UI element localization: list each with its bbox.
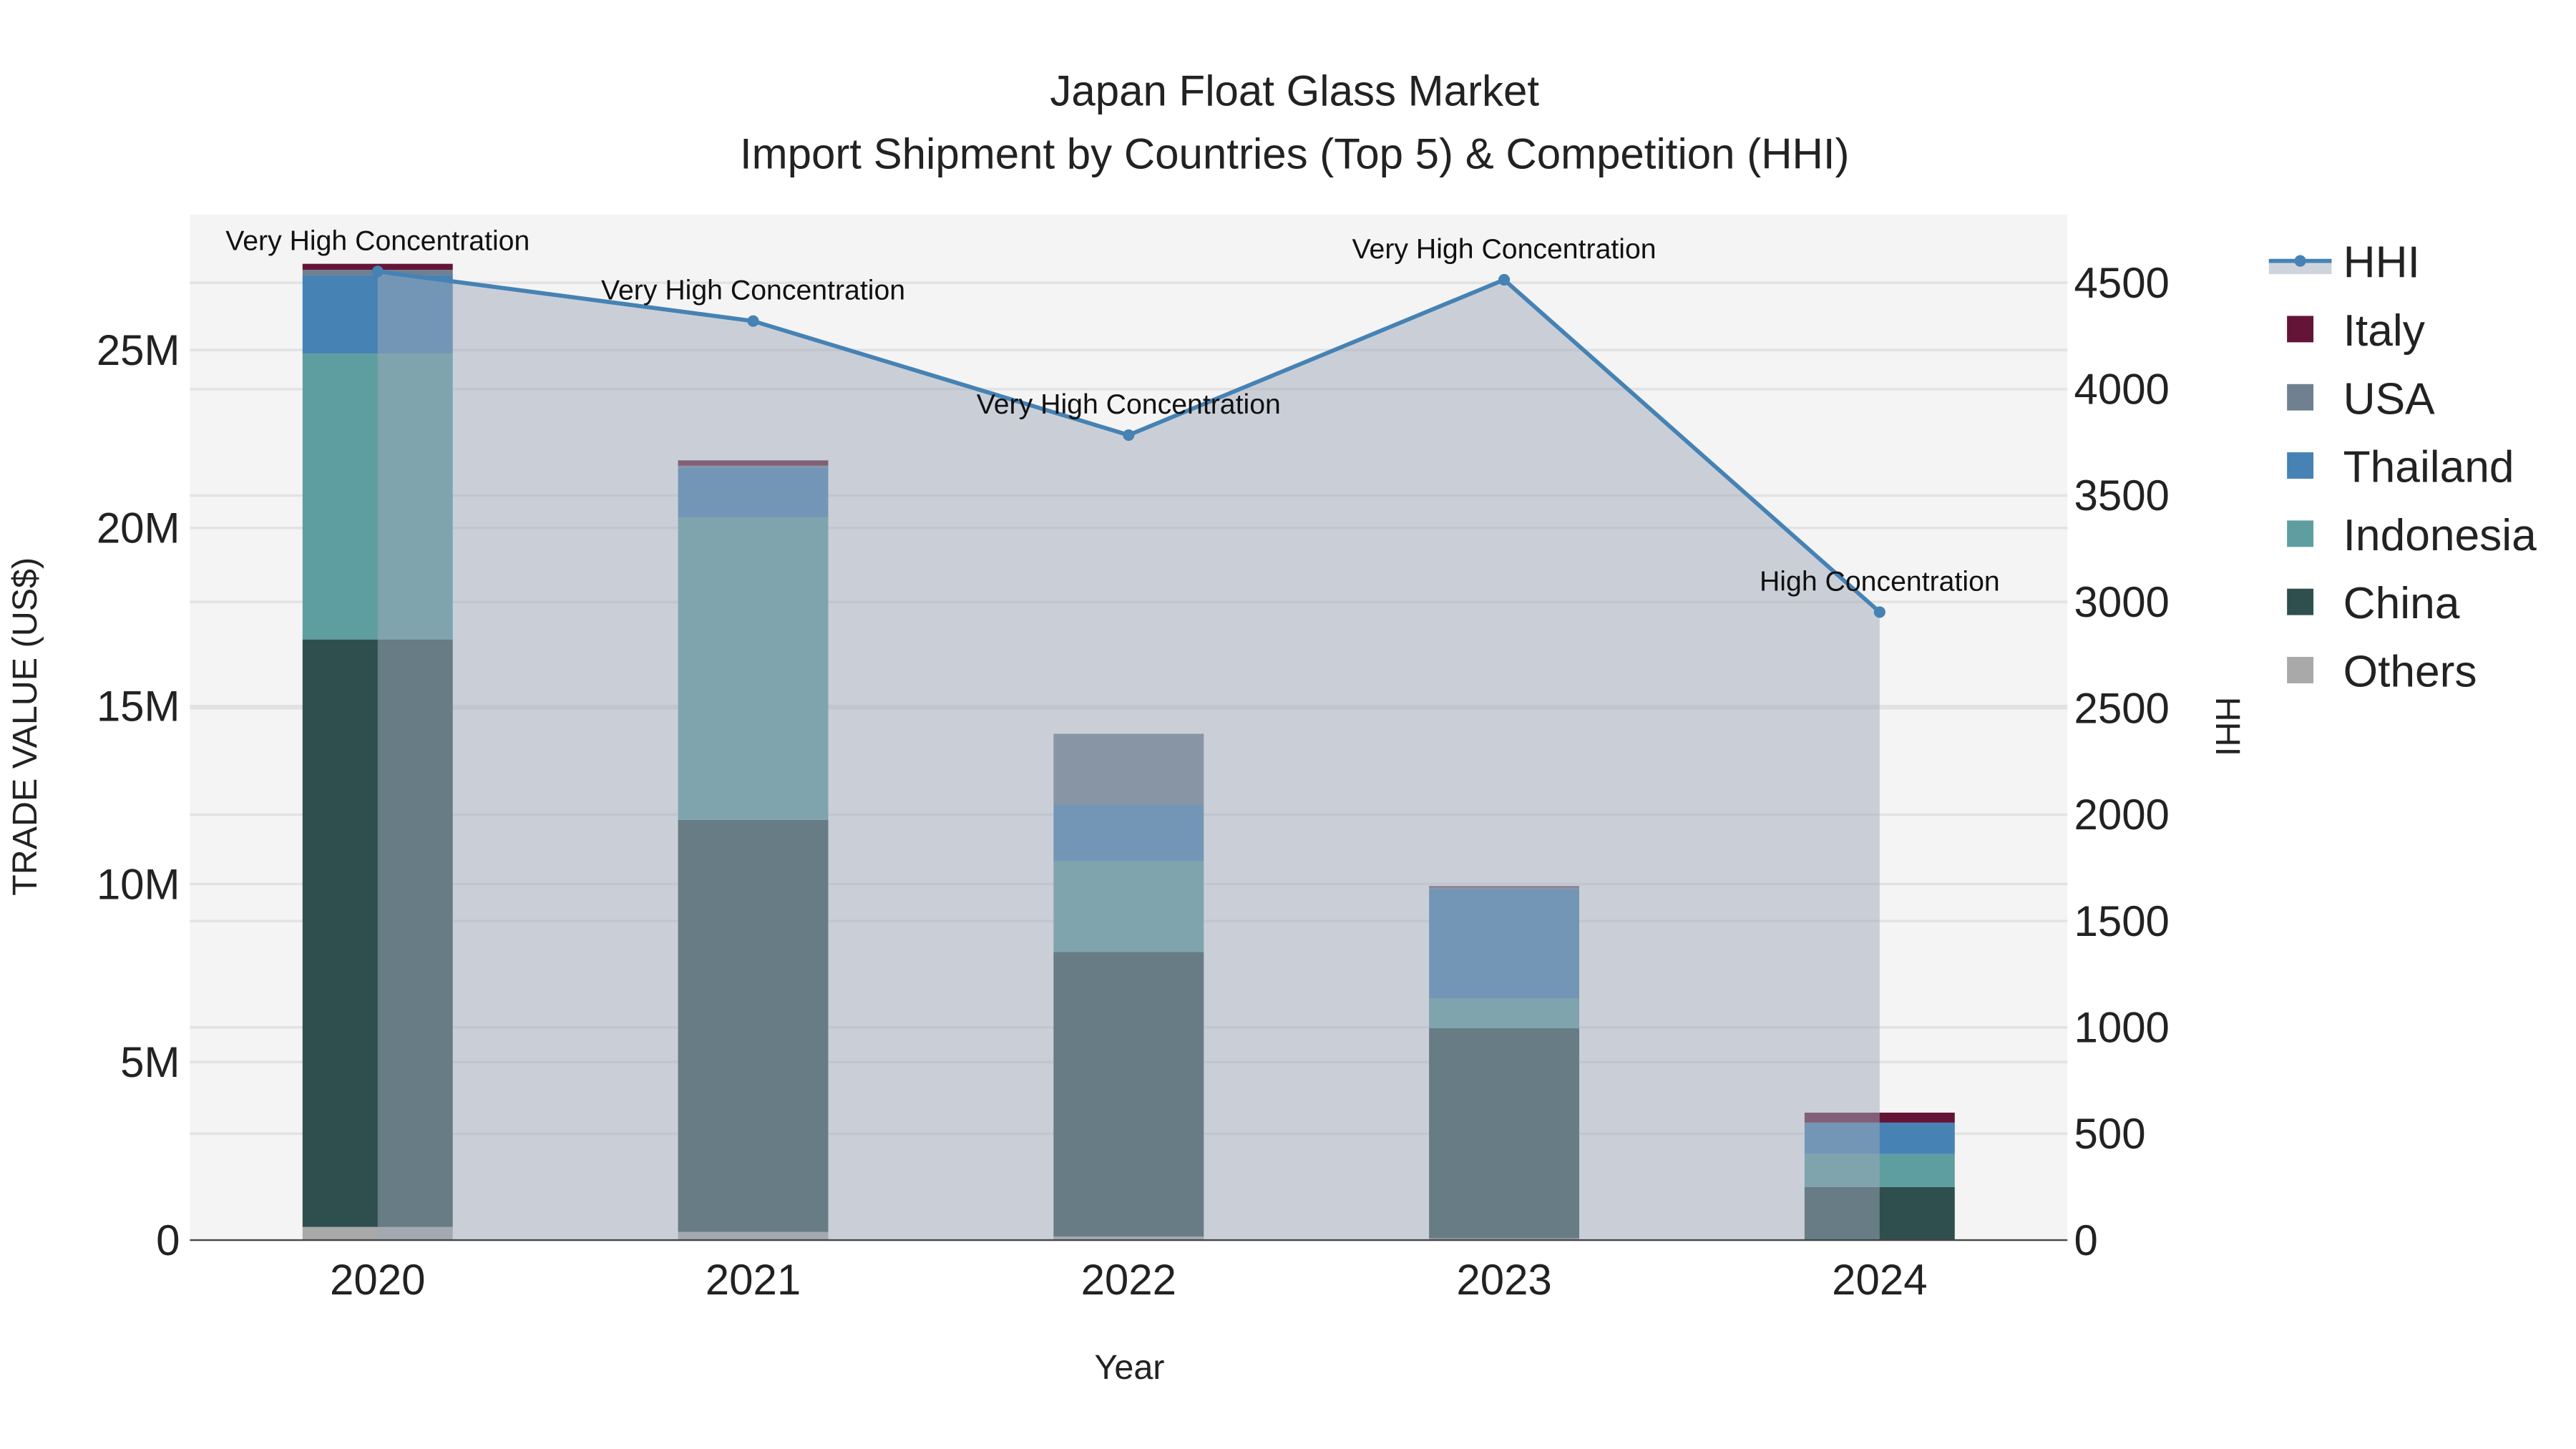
legend-item-thailand[interactable]: Thailand [2287, 443, 2514, 492]
hhi-point [1123, 429, 1135, 441]
legend-swatch-marker [2294, 255, 2306, 267]
y2-tick-label: 0 [2074, 1216, 2097, 1264]
y2-tick-label: 1000 [2074, 1004, 2169, 1052]
legend-label: Italy [2343, 306, 2426, 356]
y2-tick-label: 500 [2074, 1110, 2145, 1158]
legend-item-china[interactable]: China [2287, 579, 2460, 628]
y-tick-label: 15M [97, 682, 180, 730]
y-tick-label: 25M [97, 326, 180, 374]
y2-tick-label: 3500 [2074, 472, 2169, 519]
legend-label: Others [2343, 648, 2477, 697]
y2-tick-label: 1500 [2074, 897, 2169, 945]
x-tick-label: 2022 [1081, 1256, 1176, 1304]
legend-swatch [2287, 588, 2314, 615]
x-tick-label: 2021 [706, 1256, 801, 1304]
legend-item-usa[interactable]: USA [2287, 374, 2435, 424]
y-axis-title: TRADE VALUE (US$) [6, 557, 44, 896]
y-tick-label: 10M [97, 860, 180, 908]
legend-swatch [2287, 520, 2314, 547]
y2-tick-label: 2000 [2074, 791, 2169, 839]
y-tick-label: 20M [97, 504, 180, 552]
legend-swatch [2287, 384, 2314, 411]
x-axis-title: Year [1095, 1348, 1165, 1387]
hhi-point [1873, 606, 1885, 618]
chart-title: Japan Float Glass Market [1050, 67, 1539, 115]
y2-tick-label: 3000 [2074, 578, 2169, 626]
y2-axis-title: HHI [2208, 697, 2247, 756]
legend-swatch [2268, 260, 2332, 275]
x-tick-label: 2023 [1456, 1256, 1551, 1304]
y-tick-label: 5M [120, 1038, 180, 1086]
x-tick-label: 2020 [330, 1256, 425, 1304]
legend-swatch [2287, 657, 2314, 683]
hhi-annotation: Very High Concentration [977, 389, 1281, 420]
chart-subtitle: Import Shipment by Countries (Top 5) & C… [740, 130, 1850, 177]
legend-item-others[interactable]: Others [2287, 648, 2477, 697]
legend-label: Indonesia [2343, 511, 2537, 560]
legend-swatch [2287, 452, 2314, 479]
hhi-point [1498, 273, 1511, 286]
hhi-point [371, 265, 384, 278]
x-tick-label: 2024 [1832, 1256, 1927, 1304]
hhi-point [747, 315, 759, 327]
legend-item-hhi[interactable]: HHI [2268, 238, 2420, 288]
legend-item-italy[interactable]: Italy [2287, 306, 2426, 356]
legend-item-indonesia[interactable]: Indonesia [2287, 511, 2537, 560]
hhi-annotation: Very High Concentration [1352, 233, 1657, 265]
hhi-area [377, 271, 1880, 1241]
axes: 0 5M 10M 15M 20M 25M 0 500 1000 1500 2000 2500 3000 3… [97, 259, 2170, 1304]
legend-label: USA [2343, 374, 2436, 424]
hhi-annotation: Very High Concentration [601, 275, 905, 306]
legend-swatch [2287, 316, 2314, 343]
legend-label: China [2343, 579, 2460, 628]
hhi-annotation: High Concentration [1760, 565, 2000, 597]
y2-tick-label: 4000 [2074, 366, 2169, 414]
hhi-series: Very High Concentration Very High Concent… [225, 225, 2000, 1241]
legend-label: HHI [2343, 238, 2420, 288]
y2-tick-label: 4500 [2074, 259, 2169, 307]
y-tick-label: 0 [156, 1216, 180, 1264]
hhi-annotation: Very High Concentration [225, 225, 530, 256]
legend-label: Thailand [2343, 443, 2514, 492]
legend[interactable]: HHI Italy USA Thailand Indonesia China Others [2268, 238, 2537, 697]
y2-tick-label: 2500 [2074, 685, 2169, 733]
